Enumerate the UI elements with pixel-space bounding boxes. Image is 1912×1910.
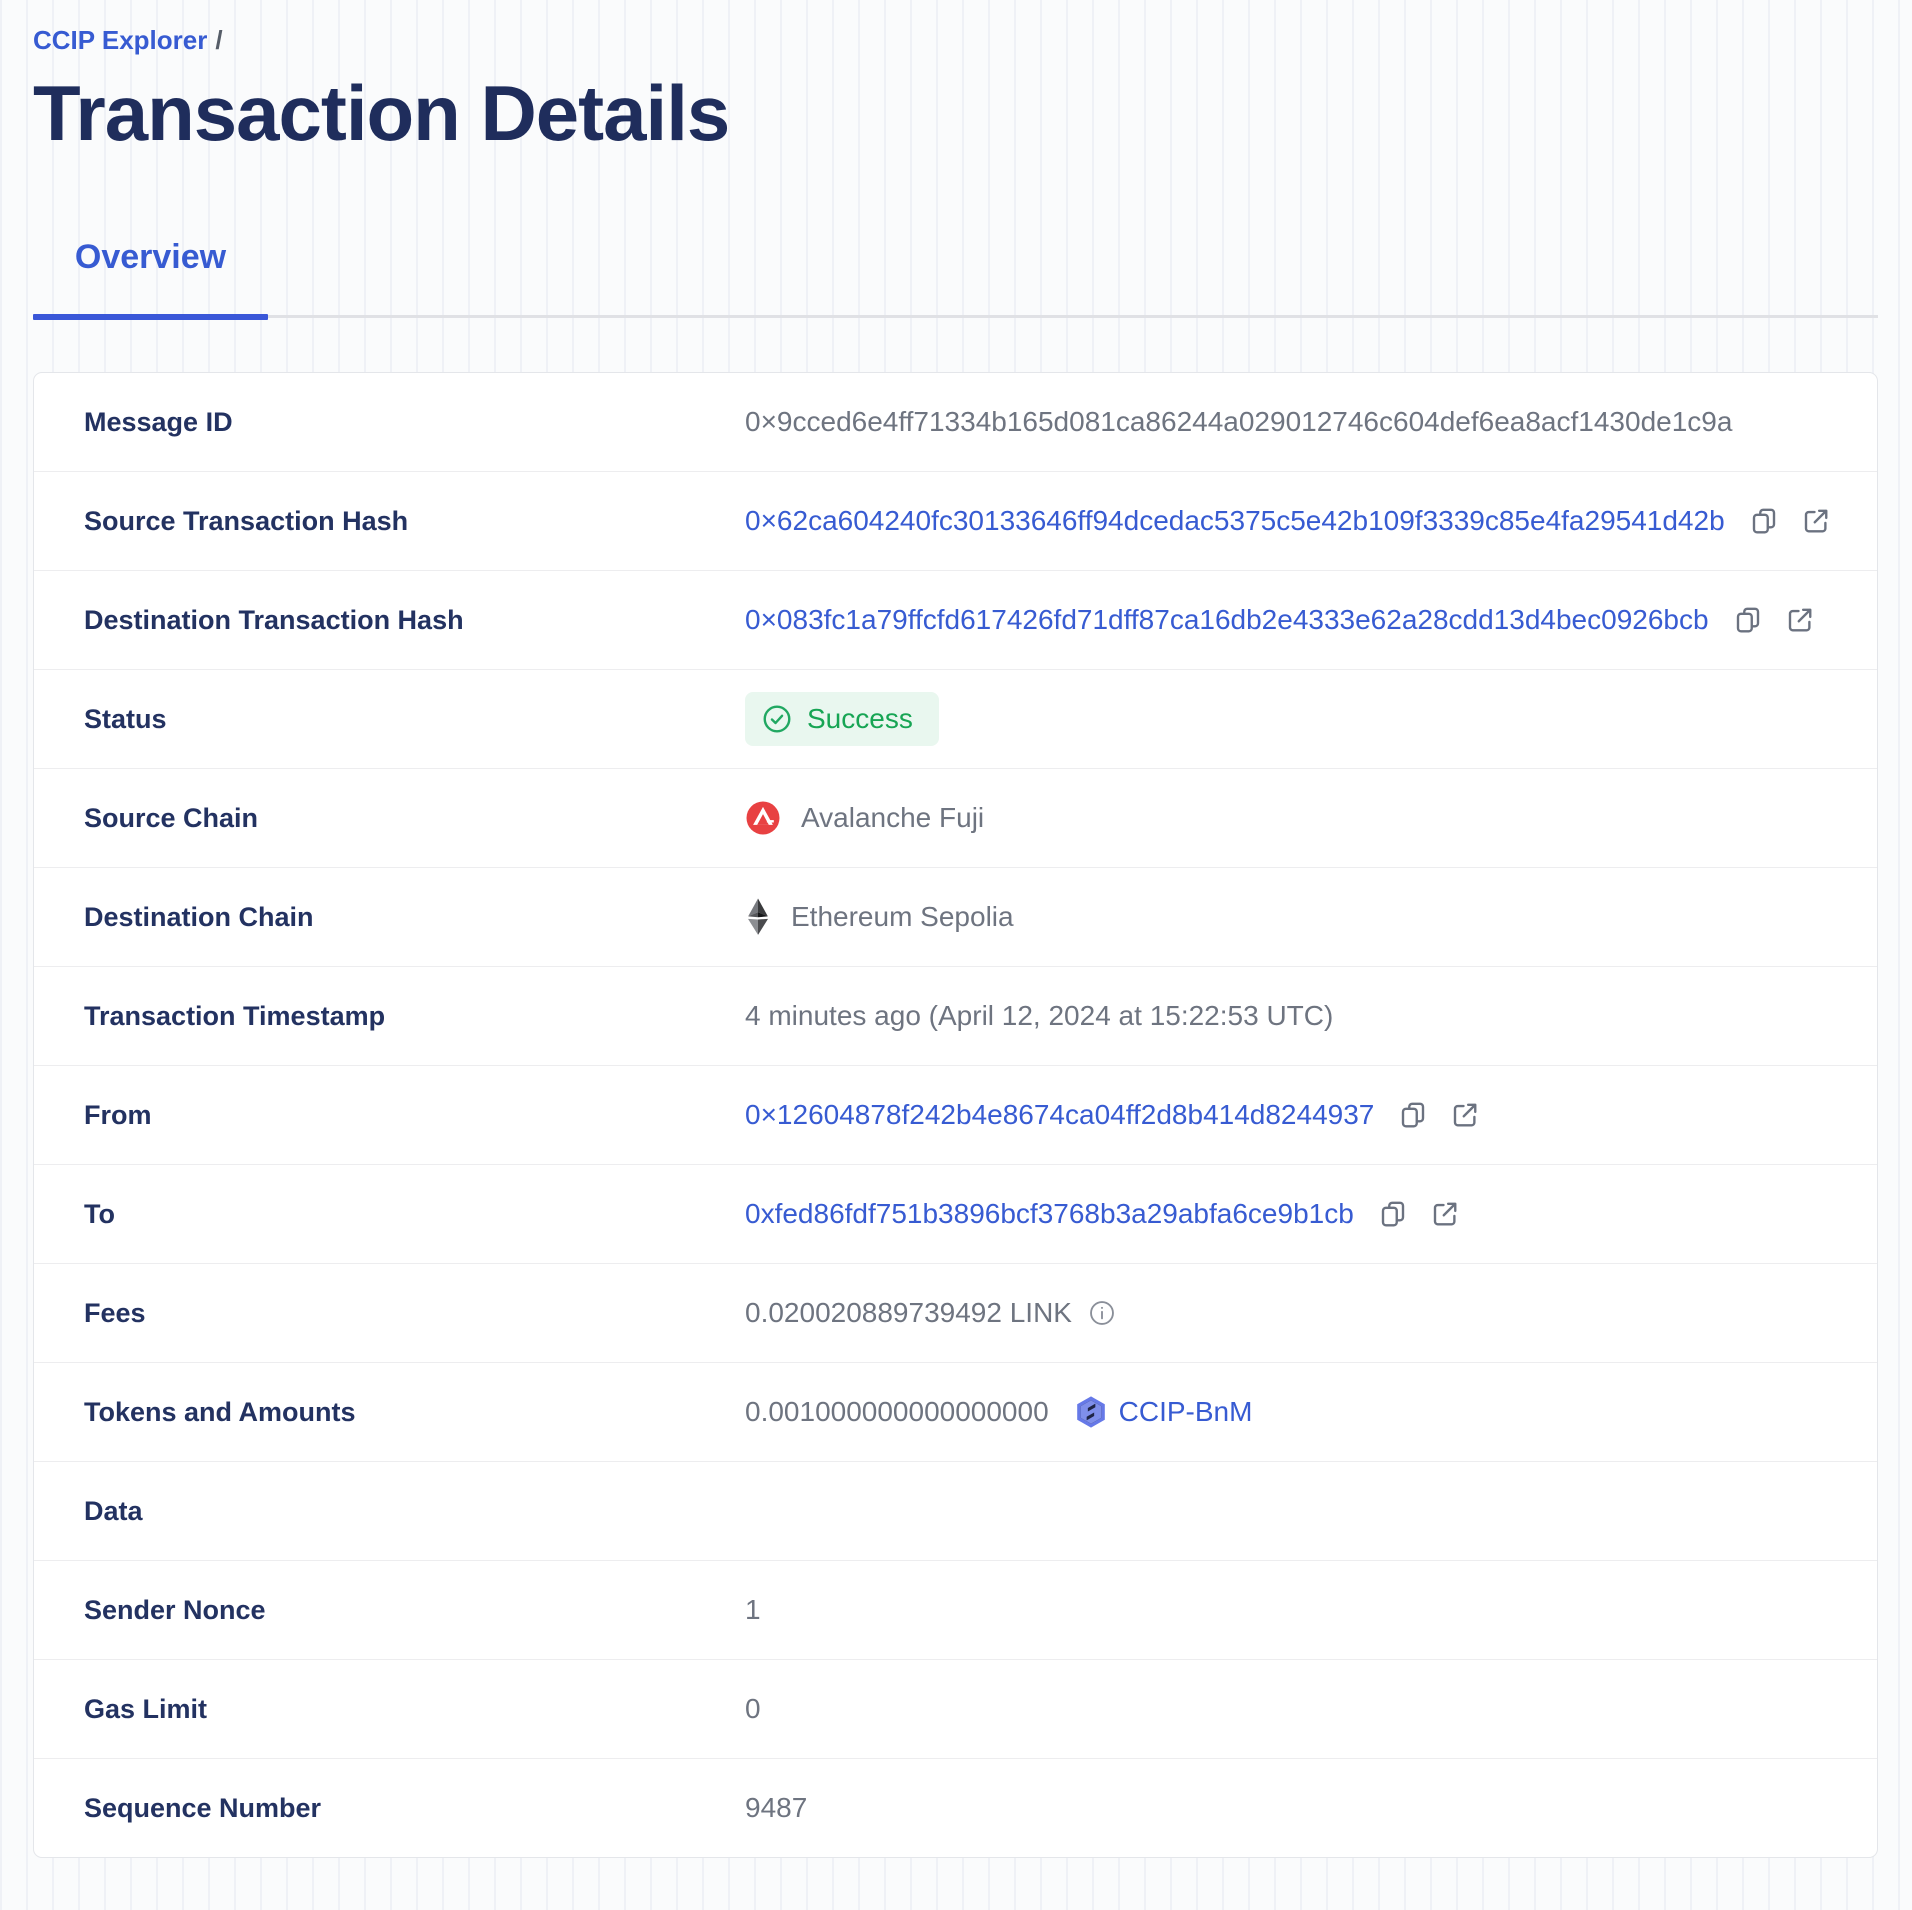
table-row-from: From 0×12604878f242b4e8674ca04ff2d8b414d…	[34, 1065, 1877, 1164]
status-badge: Success	[745, 692, 939, 746]
table-row-source-tx-hash: Source Transaction Hash 0×62ca604240fc30…	[34, 471, 1877, 570]
table-row-gas-limit: Gas Limit 0	[34, 1659, 1877, 1758]
source-chain-name: Avalanche Fuji	[801, 802, 985, 833]
row-label: Source Transaction Hash	[84, 505, 409, 536]
token-name: CCIP-BnM	[1118, 1396, 1253, 1427]
breadcrumb: CCIP Explorer /	[33, 24, 1878, 56]
table-row-sender-nonce: Sender Nonce 1	[34, 1560, 1877, 1659]
external-link-icon[interactable]	[1450, 1100, 1480, 1130]
from-address-link[interactable]: 0×12604878f242b4e8674ca04ff2d8b414d82449…	[745, 1099, 1375, 1130]
row-label: Destination Chain	[84, 901, 314, 932]
copy-icon[interactable]	[1749, 506, 1779, 536]
row-label: Source Chain	[84, 802, 259, 833]
status-badge-label: Success	[807, 703, 913, 734]
page-title: Transaction Details	[33, 69, 730, 157]
row-label: Sequence Number	[84, 1792, 322, 1823]
ethereum-icon	[748, 898, 768, 935]
transaction-details-card: Message ID 0×9cced6e4ff71334b165d081ca86…	[33, 372, 1878, 1858]
row-label: Sender Nonce	[84, 1594, 266, 1625]
gas-limit-value: 0	[745, 1693, 761, 1724]
to-address-link[interactable]: 0xfed86fdf751b3896bcf3768b3a29abfa6ce9b1…	[745, 1198, 1354, 1229]
tabs-bar: Overview	[33, 238, 1878, 320]
row-label: Fees	[84, 1297, 146, 1328]
timestamp-value: 4 minutes ago (April 12, 2024 at 15:22:5…	[745, 1000, 1334, 1031]
tab-overview[interactable]: Overview	[74, 238, 227, 276]
copy-icon[interactable]	[1398, 1100, 1428, 1130]
row-label: Destination Transaction Hash	[84, 604, 464, 635]
dest-tx-hash-link[interactable]: 0×083fc1a79ffcfd617426fd71dff87ca16db2e4…	[745, 604, 1709, 635]
row-label: Tokens and Amounts	[84, 1396, 356, 1427]
dest-chain-name: Ethereum Sepolia	[791, 901, 1014, 932]
sequence-number-value: 9487	[745, 1792, 808, 1823]
table-row-sequence-number: Sequence Number 9487	[34, 1758, 1877, 1857]
info-icon[interactable]	[1088, 1299, 1116, 1327]
row-label: Message ID	[84, 406, 233, 437]
table-row-source-chain: Source Chain Avalanche Fuji	[34, 768, 1877, 867]
ccip-token-icon	[1076, 1396, 1105, 1428]
table-row-timestamp: Transaction Timestamp 4 minutes ago (Apr…	[34, 966, 1877, 1065]
table-row-fees: Fees 0.020020889739492 LINK	[34, 1263, 1877, 1362]
message-id-value: 0×9cced6e4ff71334b165d081ca86244a0290127…	[745, 406, 1733, 437]
check-circle-icon	[763, 705, 791, 733]
fees-value: 0.020020889739492 LINK	[745, 1297, 1072, 1328]
external-link-icon[interactable]	[1801, 506, 1831, 536]
tabs-divider	[33, 315, 1878, 318]
external-link-icon[interactable]	[1785, 605, 1815, 635]
table-row-dest-chain: Destination Chain Ethereum Sepolia	[34, 867, 1877, 966]
row-label: From	[84, 1099, 152, 1130]
copy-icon[interactable]	[1378, 1199, 1408, 1229]
avalanche-icon	[746, 801, 780, 835]
token-amount-value: 0.001000000000000000	[745, 1396, 1049, 1427]
transaction-details-page: CCIP Explorer / Transaction Details Overv…	[33, 24, 1878, 1858]
table-row-data: Data	[34, 1461, 1877, 1560]
row-label: Data	[84, 1495, 143, 1526]
breadcrumb-ccip-explorer-link[interactable]: CCIP Explorer	[33, 25, 208, 55]
row-label: To	[84, 1198, 115, 1229]
source-tx-hash-link[interactable]: 0×62ca604240fc30133646ff94dcedac5375c5e4…	[745, 505, 1725, 536]
breadcrumb-separator: /	[215, 25, 223, 55]
row-label: Status	[84, 703, 167, 734]
sender-nonce-value: 1	[745, 1594, 761, 1625]
row-label: Transaction Timestamp	[84, 1000, 386, 1031]
table-row-to: To 0xfed86fdf751b3896bcf3768b3a29abfa6ce…	[34, 1164, 1877, 1263]
table-row-tokens-amounts: Tokens and Amounts 0.001000000000000000 …	[34, 1362, 1877, 1461]
token-link[interactable]: CCIP-BnM	[1073, 1394, 1253, 1430]
external-link-icon[interactable]	[1430, 1199, 1460, 1229]
table-row-status: Status Success	[34, 669, 1877, 768]
copy-icon[interactable]	[1733, 605, 1763, 635]
row-label: Gas Limit	[84, 1693, 208, 1724]
tab-overview-active-underline	[33, 314, 268, 320]
table-row-message-id: Message ID 0×9cced6e4ff71334b165d081ca86…	[34, 373, 1877, 471]
table-row-dest-tx-hash: Destination Transaction Hash 0×083fc1a79…	[34, 570, 1877, 669]
